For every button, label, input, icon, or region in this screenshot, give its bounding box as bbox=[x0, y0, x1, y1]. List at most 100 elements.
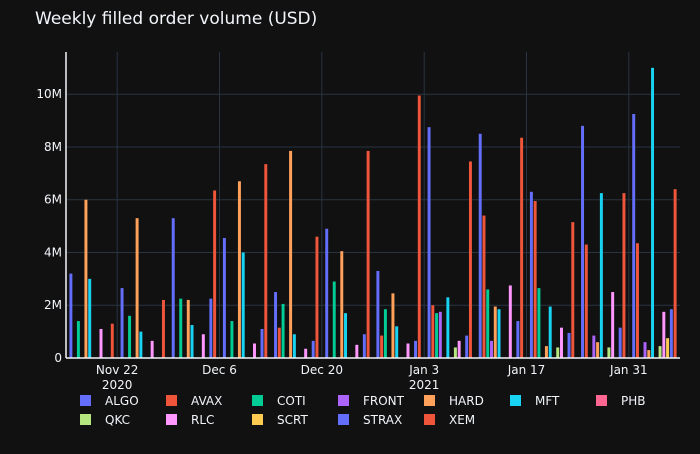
bar-scrt-11[interactable] bbox=[666, 338, 670, 358]
bar-hard-8[interactable] bbox=[493, 306, 497, 358]
bar-rlc-5[interactable] bbox=[355, 344, 359, 358]
bar-strax-9[interactable] bbox=[567, 332, 571, 358]
bar-avax-8[interactable] bbox=[482, 215, 486, 358]
bar-strax-3[interactable] bbox=[260, 328, 264, 358]
legend-item-xem[interactable]: XEM bbox=[424, 413, 475, 427]
legend-item-avax[interactable]: AVAX bbox=[166, 394, 222, 408]
bar-rlc-8[interactable] bbox=[508, 285, 512, 358]
bar-rlc-9[interactable] bbox=[560, 327, 563, 358]
bar-coti-1[interactable] bbox=[128, 315, 132, 358]
bar-xem-6[interactable] bbox=[417, 95, 421, 358]
bar-hard-1[interactable] bbox=[135, 218, 139, 358]
bar-coti-9[interactable] bbox=[537, 288, 541, 358]
bar-coti-2[interactable] bbox=[179, 298, 183, 358]
bar-algo-2[interactable] bbox=[171, 218, 175, 358]
bar-coti-4[interactable] bbox=[281, 303, 285, 358]
bar-algo-1[interactable] bbox=[120, 288, 124, 358]
bar-rlc-0[interactable] bbox=[99, 328, 103, 358]
bar-algo-4[interactable] bbox=[274, 292, 278, 358]
bar-strax-7[interactable] bbox=[465, 335, 469, 358]
bar-mft-4[interactable] bbox=[292, 334, 296, 358]
bar-rlc-11[interactable] bbox=[662, 311, 666, 358]
bar-algo-5[interactable] bbox=[325, 228, 329, 358]
bar-rlc-2[interactable] bbox=[201, 334, 205, 358]
bar-xem-1[interactable] bbox=[161, 299, 165, 358]
bar-rlc-7[interactable] bbox=[457, 340, 461, 358]
bar-strax-5[interactable] bbox=[362, 334, 366, 358]
bar-algo-10[interactable] bbox=[581, 125, 585, 359]
bar-coti-5[interactable] bbox=[332, 281, 336, 359]
bar-hard-4[interactable] bbox=[289, 150, 293, 358]
bar-avax-10[interactable] bbox=[584, 244, 588, 358]
bar-strax-2[interactable] bbox=[209, 298, 213, 358]
bar-avax-7[interactable] bbox=[431, 305, 435, 358]
bar-mft-10[interactable] bbox=[599, 193, 603, 358]
bar-algo-9[interactable] bbox=[529, 191, 533, 358]
bar-hard-2[interactable] bbox=[186, 299, 190, 358]
bar-mft-2[interactable] bbox=[190, 325, 194, 358]
bar-hard-6[interactable] bbox=[391, 293, 395, 358]
bar-xem-8[interactable] bbox=[520, 137, 524, 358]
bar-xem-5[interactable] bbox=[366, 150, 370, 358]
bar-rlc-1[interactable] bbox=[150, 340, 154, 358]
bar-hard-10[interactable] bbox=[596, 342, 600, 358]
bar-mft-3[interactable] bbox=[241, 252, 245, 358]
bar-hard-5[interactable] bbox=[340, 251, 344, 358]
bar-strax-4[interactable] bbox=[311, 340, 315, 358]
bar-xem-11[interactable] bbox=[673, 189, 677, 358]
bar-rlc-4[interactable] bbox=[304, 348, 308, 358]
bar-front-8[interactable] bbox=[490, 340, 493, 358]
legend-item-rlc[interactable]: RLC bbox=[166, 413, 214, 427]
bar-algo-11[interactable] bbox=[632, 113, 636, 358]
bar-coti-6[interactable] bbox=[383, 309, 387, 358]
bar-strax-6[interactable] bbox=[414, 340, 418, 358]
bar-avax-4[interactable] bbox=[277, 327, 281, 358]
legend-item-hard[interactable]: HARD bbox=[424, 394, 484, 408]
bar-front-7[interactable] bbox=[438, 311, 442, 358]
bar-xem-10[interactable] bbox=[622, 193, 626, 358]
bar-hard-11[interactable] bbox=[647, 350, 651, 358]
bar-xem-7[interactable] bbox=[468, 161, 472, 358]
legend-item-front[interactable]: FRONT bbox=[338, 394, 405, 408]
legend-item-strax[interactable]: STRAX bbox=[338, 413, 402, 427]
legend-item-coti[interactable]: COTI bbox=[252, 394, 306, 408]
bar-mft-5[interactable] bbox=[344, 313, 348, 358]
bar-rlc-10[interactable] bbox=[611, 292, 615, 358]
bar-algo-0[interactable] bbox=[69, 273, 73, 358]
bar-mft-11[interactable] bbox=[651, 67, 655, 359]
bar-coti-3[interactable] bbox=[230, 321, 234, 358]
bar-strax-10[interactable] bbox=[618, 327, 622, 358]
bar-strax-11[interactable] bbox=[669, 309, 673, 358]
bar-algo-6[interactable] bbox=[376, 270, 380, 358]
bar-mft-7[interactable] bbox=[446, 297, 450, 358]
bar-front-11[interactable] bbox=[643, 342, 647, 358]
bar-rlc-6[interactable] bbox=[406, 343, 410, 358]
bar-hard-0[interactable] bbox=[84, 199, 88, 358]
legend-item-scrt[interactable]: SCRT bbox=[252, 413, 308, 427]
bar-qkc-11[interactable] bbox=[658, 346, 662, 358]
legend-item-algo[interactable]: ALGO bbox=[80, 394, 139, 408]
bar-hard-3[interactable] bbox=[237, 181, 241, 358]
bar-mft-0[interactable] bbox=[88, 278, 92, 358]
bar-mft-8[interactable] bbox=[497, 309, 501, 358]
bar-mft-9[interactable] bbox=[548, 306, 552, 358]
bar-avax-9[interactable] bbox=[533, 201, 537, 358]
legend-item-mft[interactable]: MFT bbox=[510, 394, 560, 408]
legend[interactable]: ALGO AVAX COTI FRONT HARD MFT PHB QKC RLC SCRT STR… bbox=[80, 394, 646, 427]
bar-mft-1[interactable] bbox=[139, 331, 143, 358]
bar-xem-0[interactable] bbox=[110, 323, 114, 358]
bar-avax-6[interactable] bbox=[380, 335, 384, 358]
bar-qkc-10[interactable] bbox=[607, 347, 611, 358]
bar-avax-11[interactable] bbox=[635, 243, 639, 358]
bar-coti-7[interactable] bbox=[435, 313, 439, 358]
bar-rlc-3[interactable] bbox=[253, 343, 256, 358]
bar-algo-8[interactable] bbox=[478, 133, 482, 358]
bar-coti-8[interactable] bbox=[486, 289, 490, 358]
bar-xem-2[interactable] bbox=[213, 190, 217, 358]
bar-hard-9[interactable] bbox=[544, 346, 548, 358]
bar-xem-4[interactable] bbox=[315, 236, 319, 358]
legend-item-qkc[interactable]: QKC bbox=[80, 413, 130, 427]
bar-front-10[interactable] bbox=[592, 335, 596, 358]
bar-algo-3[interactable] bbox=[222, 237, 226, 358]
bar-xem-3[interactable] bbox=[264, 164, 268, 358]
